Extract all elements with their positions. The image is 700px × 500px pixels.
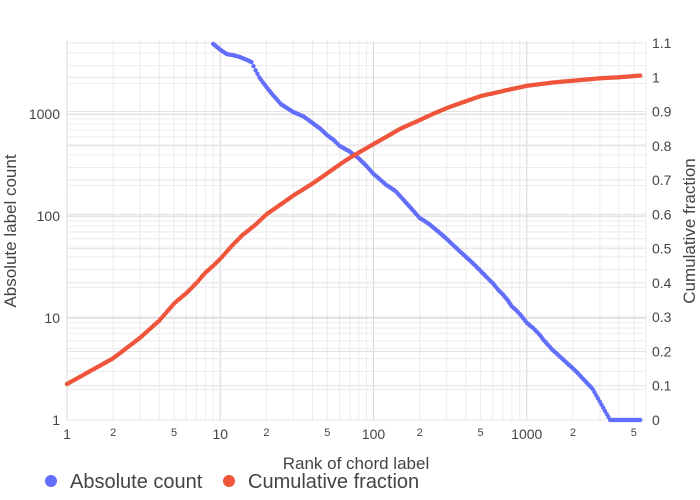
y-right-tick-label: 0.7 [652,172,672,188]
y-right-tick-label: 1.1 [652,35,672,51]
data-point [638,73,643,78]
y-left-tick-label: 10 [44,310,60,326]
y-axis-right-title: Cumulative fraction [680,158,699,304]
x-tick-label: 1 [63,426,71,442]
legend-label-absolute-count: Absolute count [70,471,203,493]
legend-marker-absolute-count [45,475,57,487]
y-right-tick-label: 0.3 [652,309,672,325]
data-point [253,68,258,73]
data-point [638,417,643,423]
x-minor-tick-label: 2 [570,427,576,439]
y-right-tick-label: 0.1 [652,378,672,394]
data-point [255,71,260,77]
x-tick-label: 1000 [511,426,542,442]
y-left-tick-label: 1 [52,412,60,428]
legend-item-cumulative-fraction[interactable]: Cumulative fraction [223,471,419,493]
x-tick-label: 10 [212,426,228,442]
y-right-tick-label: 0.5 [652,241,672,257]
x-minor-tick-label: 5 [631,427,637,439]
x-axis-title: Rank of chord label [283,454,429,473]
x-minor-tick-label: 2 [263,427,269,439]
data-point [249,59,254,65]
y-right-tick-label: 0.9 [652,104,672,120]
plot-area [64,41,643,423]
y-left-tick-label: 1000 [29,106,60,122]
series-cumulative-fraction [64,73,643,387]
x-minor-tick-label: 2 [417,427,423,439]
legend: Absolute count Cumulative fraction [45,471,419,493]
data-point [251,63,256,69]
x-minor-tick-label: 5 [324,427,330,439]
y-right-tick-label: 0.4 [652,275,672,291]
y-right-tick-label: 0.2 [652,343,672,359]
legend-marker-cumulative-fraction [223,475,235,487]
tick-labels: 1 10 100 1000 2 5 2 5 2 5 2 5 1 10 100 1000 0 0.1 0.2 0.3 0.… [29,35,672,442]
y-right-tick-label: 0.6 [652,206,672,222]
y-right-tick-label: 0 [652,412,660,428]
x-minor-tick-label: 2 [110,427,116,439]
x-tick-label: 100 [362,426,386,442]
x-minor-tick-label: 5 [171,427,177,439]
x-minor-tick-label: 5 [478,427,484,439]
series-absolute-count [211,41,643,423]
legend-label-cumulative-fraction: Cumulative fraction [248,471,419,493]
y-right-tick-label: 0.8 [652,138,672,154]
y-right-tick-label: 1 [652,69,660,85]
y-left-tick-label: 100 [37,208,61,224]
legend-item-absolute-count[interactable]: Absolute count [45,471,203,493]
grid-lines [66,41,647,421]
y-axis-left-title: Absolute label count [1,154,20,307]
